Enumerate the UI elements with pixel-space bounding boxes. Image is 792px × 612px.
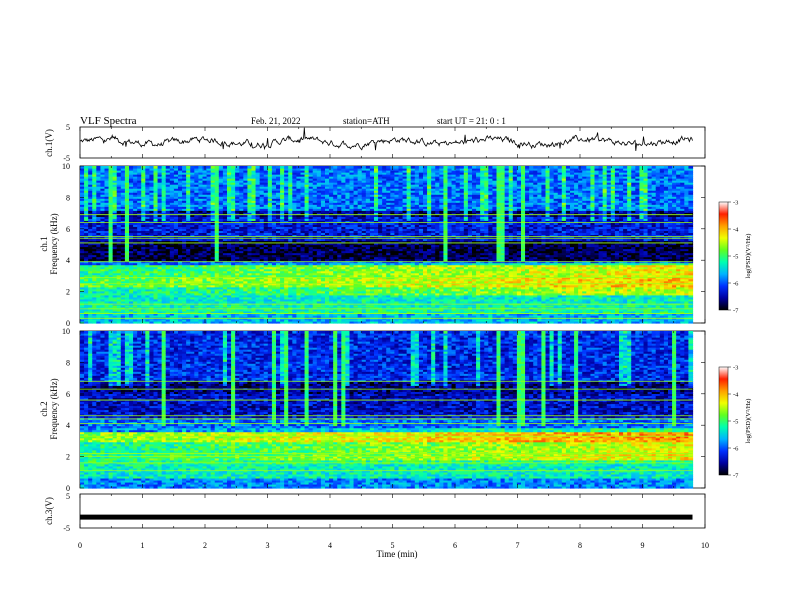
spectrogram-cell [174, 166, 179, 169]
spectrogram-cell [272, 166, 277, 169]
date-label: Feb. 21, 2022 [251, 116, 301, 126]
spectrogram-cell [260, 166, 265, 169]
spectrogram-cell [154, 166, 159, 169]
spectrogram-cell [321, 166, 326, 169]
spectrogram-cell [284, 166, 289, 169]
spectrogram-cell [198, 166, 203, 169]
spectrogram-cell [92, 166, 97, 169]
spectrogram-cell [313, 166, 318, 169]
spectrogram-cell [178, 166, 183, 169]
figure-title: VLF Spectra [80, 115, 137, 127]
station-label: station=ATH [343, 116, 390, 126]
spectrogram-cell [149, 166, 154, 169]
spectrogram-cell [207, 166, 212, 169]
spectrogram-cell [333, 166, 338, 169]
ch1-waveform-ylabel: ch.1(V) [44, 129, 54, 157]
spectrogram-cell [280, 166, 285, 169]
spectrogram-cell [121, 166, 126, 169]
spectrogram-cell [162, 166, 167, 169]
ch1-waveform-panel: 5 -5 ch.1(V) [44, 123, 705, 163]
spectrogram-cell [223, 166, 228, 169]
ch1-waveform-frame [80, 127, 705, 158]
spectrogram-cell [276, 166, 281, 169]
spectrogram-cell [211, 166, 216, 169]
ch1-ytick-top: 5 [66, 123, 70, 132]
spectrogram-cell [125, 166, 130, 169]
spectrogram-cell [100, 166, 105, 169]
spectrogram-cell [239, 166, 244, 169]
spectrogram-cell [268, 166, 273, 169]
spectrogram-cell [145, 166, 150, 169]
spectrogram-cell [235, 166, 240, 169]
spectrogram-cell [182, 166, 187, 169]
spectrogram-cell [325, 166, 330, 169]
spectrogram-cell [305, 166, 310, 169]
spectrogram-cell [227, 166, 232, 169]
spectrogram-cell [166, 166, 171, 169]
spectrogram-cell [301, 166, 306, 169]
spectrogram-cell [256, 166, 261, 169]
start-time-label: start UT = 21: 0 : 1 [437, 116, 506, 126]
spectrogram-cell [158, 166, 163, 169]
spectrogram-cell [215, 166, 220, 169]
spectrogram-cell [96, 166, 101, 169]
spectrogram-cell [113, 166, 118, 169]
spectrogram-cell [247, 166, 252, 169]
spectrogram-cell [88, 166, 93, 169]
spectrogram-cell [84, 166, 89, 169]
spectrogram-cell [309, 166, 314, 169]
spectrogram-cell [231, 166, 236, 169]
spectrogram-cell [129, 166, 134, 169]
spectrogram-cell [288, 166, 293, 169]
spectrogram-cell [117, 166, 122, 169]
spectrogram-cell [219, 166, 224, 169]
spectrogram-cell [252, 166, 257, 169]
spectrogram-cell [292, 166, 297, 169]
spectrogram-cell [137, 166, 142, 169]
spectrogram-cell [105, 166, 110, 169]
spectrogram-cell [243, 166, 248, 169]
spectrogram-cell [186, 166, 191, 169]
spectrogram-cell [133, 166, 138, 169]
spectrogram-cell [190, 166, 195, 169]
spectrogram-cell [141, 166, 146, 169]
spectrogram-cell [317, 166, 322, 169]
spectrogram-cell [194, 166, 199, 169]
spectrogram-cell [109, 166, 114, 169]
spectrogram-cell [80, 166, 85, 169]
